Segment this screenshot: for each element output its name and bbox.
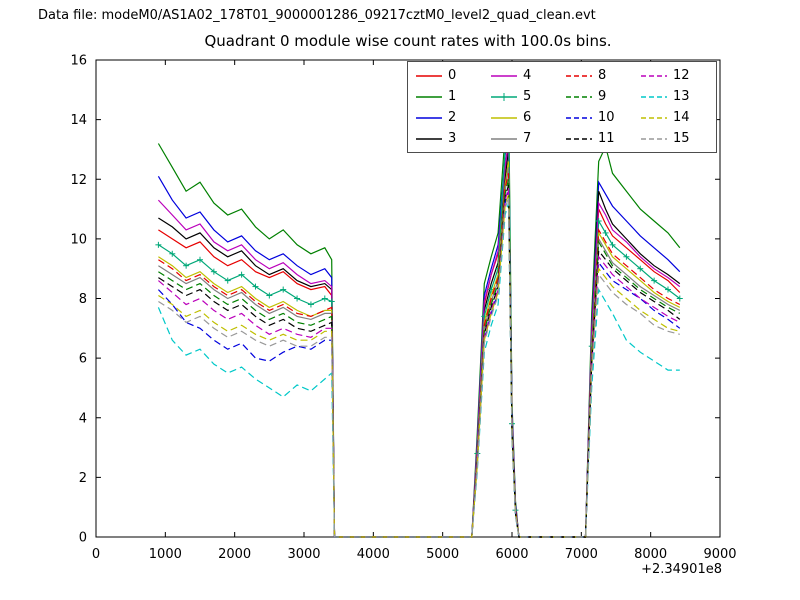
legend-item-15: 15 xyxy=(637,132,712,145)
legend-item-14: 14 xyxy=(637,111,712,124)
legend-label: 1 xyxy=(448,89,457,104)
legend-label: 11 xyxy=(598,131,615,146)
legend-line-sample xyxy=(641,95,667,98)
legend-line-sample xyxy=(641,137,667,140)
series-line-11 xyxy=(158,185,681,538)
legend-line-sample xyxy=(416,95,442,98)
legend-line-sample xyxy=(566,74,592,77)
y-tick-label: 8 xyxy=(79,292,87,307)
series-line-6 xyxy=(158,161,681,538)
legend-line-sample xyxy=(491,74,517,77)
x-tick-label: 2000 xyxy=(218,547,251,562)
x-tick-label: 8000 xyxy=(634,547,667,562)
y-tick-label: 6 xyxy=(79,352,87,367)
legend-item-11: 11 xyxy=(562,132,637,145)
series-line-14 xyxy=(158,194,680,538)
legend-label: 8 xyxy=(598,68,607,83)
legend-label: 5 xyxy=(523,89,532,104)
legend-label: 4 xyxy=(523,68,532,83)
x-axis-offset-label: +2.34901e8 xyxy=(641,562,722,577)
y-tick-label: 12 xyxy=(70,173,87,188)
y-tick-label: 4 xyxy=(79,411,87,426)
series-line-7 xyxy=(158,167,681,538)
series-line-4 xyxy=(157,143,681,538)
legend-label: 7 xyxy=(523,131,532,146)
legend-item-8: 8 xyxy=(562,69,637,82)
y-tick-label: 16 xyxy=(70,54,87,69)
series-line-1 xyxy=(157,89,681,538)
legend-item-10: 10 xyxy=(562,111,637,124)
legend-label: 9 xyxy=(598,89,607,104)
legend-line-sample xyxy=(491,92,517,101)
x-tick-label: 5000 xyxy=(426,547,459,562)
series-line-9 xyxy=(158,179,681,538)
legend-line-sample xyxy=(641,116,667,119)
chart-title: Quadrant 0 module wise count rates with … xyxy=(204,32,612,50)
legend-item-0: 0 xyxy=(412,69,487,82)
y-tick-label: 2 xyxy=(79,471,87,486)
legend: 0 1 2 3 4 5 6 7 8 9 10 11 12 13 14 15 xyxy=(407,61,717,153)
x-tick-label: 7000 xyxy=(565,547,598,562)
legend-label: 15 xyxy=(673,131,690,146)
legend-label: 12 xyxy=(673,68,690,83)
y-tick-label: 14 xyxy=(70,113,87,128)
x-tick-label: 1000 xyxy=(149,547,182,562)
x-tick-label: 3000 xyxy=(287,547,320,562)
series-line-8 xyxy=(158,173,681,538)
legend-line-sample xyxy=(566,95,592,98)
x-tick-label: 4000 xyxy=(357,547,390,562)
legend-line-sample xyxy=(491,137,517,140)
legend-line-sample xyxy=(566,137,592,140)
legend-line-sample xyxy=(491,116,517,119)
legend-label: 0 xyxy=(448,68,457,83)
legend-item-5: 5 xyxy=(487,90,562,103)
legend-item-13: 13 xyxy=(637,90,712,103)
x-tick-label: 9000 xyxy=(703,547,736,562)
legend-line-sample xyxy=(641,74,667,77)
legend-item-1: 1 xyxy=(412,90,487,103)
legend-item-2: 2 xyxy=(412,111,487,124)
legend-label: 6 xyxy=(523,110,532,125)
legend-line-sample xyxy=(416,137,442,140)
x-tick-label: 0 xyxy=(92,547,100,562)
legend-label: 14 xyxy=(673,110,690,125)
datafile-label: Data file: modeM0/AS1A02_178T01_90000012… xyxy=(38,8,596,23)
legend-line-sample xyxy=(416,74,442,77)
legend-line-sample xyxy=(566,116,592,119)
legend-item-7: 7 xyxy=(487,132,562,145)
legend-item-3: 3 xyxy=(412,132,487,145)
legend-item-6: 6 xyxy=(487,111,562,124)
series-line-5 xyxy=(158,107,681,538)
legend-label: 2 xyxy=(448,110,457,125)
series-line-12 xyxy=(158,188,681,538)
legend-item-4: 4 xyxy=(487,69,562,82)
legend-line-sample xyxy=(416,116,442,119)
legend-label: 13 xyxy=(673,89,690,104)
legend-label: 3 xyxy=(448,131,457,146)
x-tick-label: 6000 xyxy=(495,547,528,562)
series-line-2 xyxy=(157,125,681,538)
legend-item-9: 9 xyxy=(562,90,637,103)
legend-label: 10 xyxy=(598,110,615,125)
series-line-15 xyxy=(158,196,680,538)
y-tick-label: 0 xyxy=(79,531,87,546)
legend-item-12: 12 xyxy=(637,69,712,82)
y-tick-label: 10 xyxy=(70,232,87,247)
